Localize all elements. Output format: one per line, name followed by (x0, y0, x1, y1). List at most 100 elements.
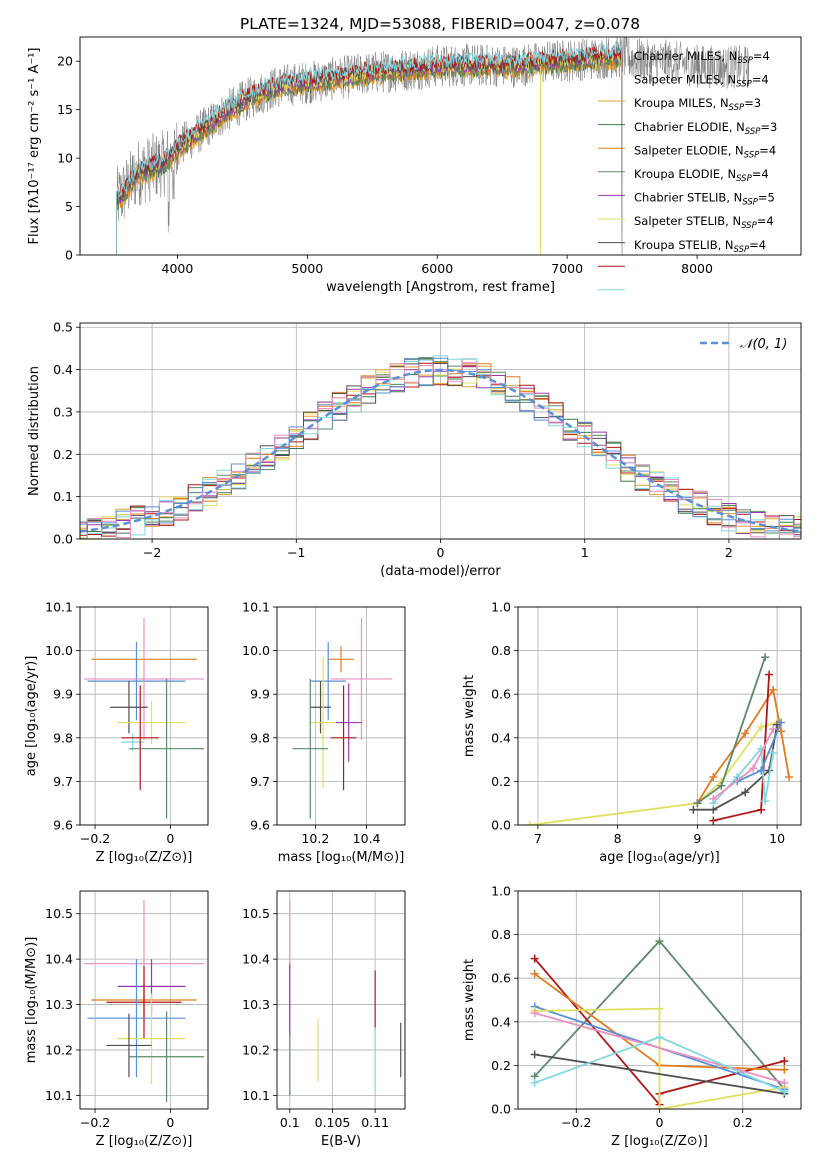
panel-weight-vs-Z: −0.2 0 0.2 0.0 0.2 0.4 0.6 0.8 1.0 Z [log₁₀(Z/Z⊙)… (462, 884, 802, 1150)
legend-label: Chabrier MILES, N (634, 49, 737, 63)
legend-entry: Kroupa STELIB, NSSP=4 (634, 238, 766, 255)
y-tick-label: 0.2 (491, 774, 511, 789)
x-tick-label: −0.2 (561, 1115, 591, 1130)
legend-tail: =3 (760, 120, 777, 134)
x-tick-label: 0 (166, 1115, 174, 1130)
figure-title: PLATE=1324, MJD=53088, FIBERID=0047, z=0… (240, 15, 640, 33)
y-tick-label: 0.8 (491, 927, 511, 942)
panel-mass-vs-Z: −0.2 0 10.1 10.2 10.3 10.4 10.5 Z [log₁₀(Z/Z⊙)]… (24, 890, 209, 1149)
weight-series-line (696, 687, 790, 804)
x-tick-label: 2 (725, 545, 733, 560)
plot-area (80, 355, 801, 539)
y-tick-label: 20 (57, 54, 73, 69)
x-tick-label: 10.4 (353, 831, 381, 846)
x-tick-label: 8000 (681, 261, 713, 276)
legend-label: Salpeter ELODIE, N (634, 143, 744, 157)
axes: 7 8 9 10 0.0 0.2 0.4 0.6 0.8 1.0 age [log₁₀(age/yr… (462, 600, 785, 866)
x-tick-label: 6000 (421, 261, 453, 276)
legend-tail: =4 (752, 167, 769, 181)
y-axis-label: mass [log₁₀(M/M⊙)] (24, 937, 39, 1064)
legend-tail: =3 (744, 96, 761, 110)
x-axis-label: mass [log₁₀(M/M⊙)] (278, 850, 405, 865)
x-axis-label: E(B-V) (321, 1134, 361, 1149)
plot-area (525, 653, 794, 825)
y-tick-label: 0.2 (491, 1058, 511, 1073)
plot-area (292, 617, 393, 819)
y-tick-label: 9.8 (53, 730, 73, 745)
legend-sub: SSP (729, 103, 745, 113)
y-tick-label: 10 (57, 151, 73, 166)
model-spectrum-kroupa-stelib (116, 43, 623, 255)
x-tick-label: 8 (614, 831, 622, 846)
plot-area (116, 37, 750, 255)
panel-spectrum: 4000 5000 6000 7000 8000 0 5 10 15 20 wavelength [… (27, 36, 802, 296)
y-axis-label: mass weight (462, 675, 477, 757)
axes: −0.2 0 0.2 0.0 0.2 0.4 0.6 0.8 1.0 Z [log₁₀(Z/Z⊙)… (462, 884, 753, 1150)
axes-frame (79, 606, 209, 826)
weight-series-line (534, 1012, 785, 1084)
y-tick-label: 9.8 (250, 730, 270, 745)
x-tick-label: 0 (656, 1115, 664, 1130)
legend-entry: Salpeter STELIB, NSSP=4 (634, 214, 774, 231)
x-tick-label: 0.2 (733, 1115, 753, 1130)
axes: 4000 5000 6000 7000 8000 0 5 10 15 20 wavelength [… (27, 48, 713, 296)
panel-age-vs-mass: 10.2 10.4 9.6 9.7 9.8 9.9 10.0 10.1 mass [log₁₀(… (242, 600, 406, 865)
axes: 0.1 0.105 0.11 10.1 10.2 10.3 10.4 10.5 E(B-V) (242, 906, 389, 1149)
y-tick-label: 0.0 (53, 532, 73, 547)
histogram-step (80, 357, 801, 539)
plot-area (289, 900, 402, 1096)
axes-frame (79, 36, 802, 256)
y-tick-label: 10.1 (242, 600, 270, 615)
axes: −0.2 0 10.1 10.2 10.3 10.4 10.5 Z [log₁₀(Z/Z⊙)]… (24, 906, 192, 1149)
y-tick-label: 0.6 (491, 687, 511, 702)
x-tick-label: 9 (693, 831, 701, 846)
y-tick-label: 10.5 (45, 906, 73, 921)
plot-area (530, 937, 789, 1109)
y-axis-label: mass weight (462, 959, 477, 1041)
model-spectrum-salpeter-miles (116, 53, 623, 255)
plot-area (83, 617, 205, 819)
normal-curve (80, 368, 801, 533)
legend-entry: Chabrier ELODIE, NSSP=3 (634, 120, 777, 137)
y-tick-label: 0.0 (491, 1102, 511, 1117)
y-tick-label: 5 (65, 199, 73, 214)
x-tick-label: −0.2 (80, 831, 110, 846)
axes-frame (79, 322, 802, 540)
legend-entry: Chabrier MILES, NSSP=4 (634, 49, 770, 66)
x-tick-label: −2 (143, 545, 161, 560)
legend-entry: Salpeter MILES, NSSP=4 (634, 73, 769, 90)
weight-series-line (534, 1007, 785, 1109)
y-tick-label: 10.4 (242, 952, 270, 967)
y-tick-label: 0 (65, 248, 73, 263)
x-tick-label: 10.2 (301, 831, 329, 846)
legend-sub: SSP (744, 150, 760, 160)
y-tick-label: 10.1 (45, 600, 73, 615)
y-tick-label: 0.4 (491, 1014, 511, 1029)
y-tick-label: 10.3 (242, 997, 270, 1012)
y-tick-label: 9.7 (53, 774, 73, 789)
y-tick-label: 0.5 (53, 320, 73, 335)
weight-series-line (534, 1053, 785, 1095)
x-axis-label: wavelength [Angstrom, rest frame] (326, 280, 555, 295)
panel-age-vs-Z: −0.2 0 9.6 9.7 9.8 9.9 10.0 10.1 Z [log₁₀(Z/Z⊙)]… (24, 600, 209, 865)
y-tick-label: 10.0 (242, 643, 270, 658)
y-tick-label: 10.3 (45, 997, 73, 1012)
legend-entry: Kroupa ELODIE, NSSP=4 (634, 167, 769, 184)
x-tick-label: 4000 (162, 261, 194, 276)
panel-residuals: −2 −1 0 1 2 0.0 0.1 0.2 0.3 0.4 0.5 (data-model)/er… (27, 320, 802, 579)
y-tick-label: 1.0 (491, 600, 511, 615)
y-tick-label: 10.5 (242, 906, 270, 921)
x-tick-label: −1 (287, 545, 305, 560)
y-tick-label: 0.2 (53, 447, 73, 462)
legend-label: Kroupa MILES, N (634, 96, 729, 110)
y-tick-label: 9.9 (53, 687, 73, 702)
y-tick-label: 15 (57, 102, 73, 117)
legend-label: Chabrier ELODIE, N (634, 120, 745, 134)
x-tick-label: 1 (581, 545, 589, 560)
legend-sub: SSP (742, 198, 758, 208)
axes-frame (276, 890, 406, 1110)
x-tick-label: 10 (769, 831, 785, 846)
y-axis-label: age [log₁₀(age/yr)] (24, 656, 39, 777)
y-tick-label: 10.2 (45, 1042, 73, 1057)
